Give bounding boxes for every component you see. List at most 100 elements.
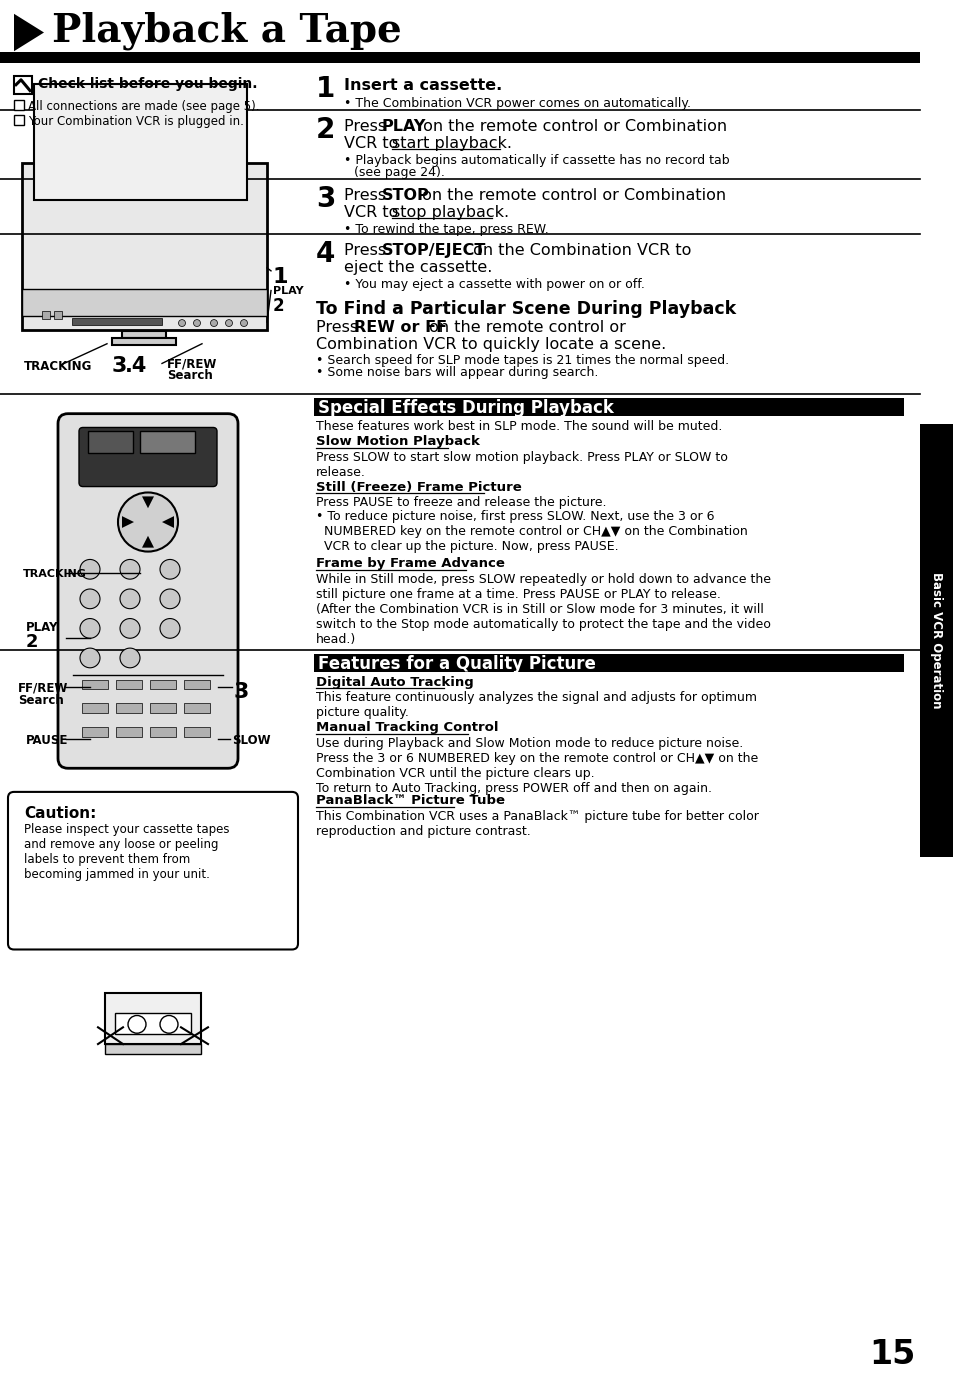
- Text: • Playback begins automatically if cassette has no record tab: • Playback begins automatically if casse…: [344, 154, 729, 166]
- FancyBboxPatch shape: [8, 791, 297, 949]
- Text: Check list before you begin.: Check list before you begin.: [38, 77, 257, 91]
- Bar: [54, 312, 62, 319]
- Text: PLAY: PLAY: [273, 286, 303, 295]
- Circle shape: [80, 589, 100, 609]
- Text: TRACKING: TRACKING: [23, 569, 87, 580]
- Text: Playback a Tape: Playback a Tape: [52, 12, 401, 51]
- Bar: [82, 703, 108, 713]
- Bar: [22, 162, 267, 330]
- Text: Search: Search: [18, 694, 64, 708]
- Polygon shape: [142, 496, 153, 508]
- Text: TRACKING: TRACKING: [24, 360, 92, 372]
- Text: PanaBlack™ Picture Tube: PanaBlack™ Picture Tube: [315, 794, 504, 807]
- Polygon shape: [122, 517, 133, 528]
- Circle shape: [120, 589, 140, 609]
- Circle shape: [240, 320, 247, 327]
- Bar: [116, 727, 142, 736]
- Text: 1: 1: [315, 74, 335, 103]
- Circle shape: [193, 320, 200, 327]
- Text: VCR to: VCR to: [344, 136, 403, 151]
- Text: To Find a Particular Scene During Playback: To Find a Particular Scene During Playba…: [315, 301, 736, 319]
- Bar: [150, 680, 175, 690]
- Text: Press: Press: [315, 320, 363, 335]
- Text: 4: 4: [315, 240, 335, 268]
- Text: Still (Freeze) Frame Picture: Still (Freeze) Frame Picture: [315, 481, 521, 493]
- Text: 2: 2: [315, 117, 335, 144]
- Bar: [14, 76, 32, 93]
- Circle shape: [160, 1015, 178, 1033]
- Bar: [122, 331, 166, 338]
- Circle shape: [225, 320, 233, 327]
- Circle shape: [160, 559, 180, 580]
- Circle shape: [80, 618, 100, 639]
- Bar: [184, 727, 210, 736]
- Text: PAUSE: PAUSE: [26, 734, 69, 747]
- Text: SLOW: SLOW: [232, 734, 271, 747]
- Text: STOP/EJECT: STOP/EJECT: [381, 243, 486, 258]
- Polygon shape: [14, 14, 44, 51]
- Text: Search: Search: [167, 370, 213, 382]
- Bar: [71, 319, 162, 326]
- Circle shape: [160, 589, 180, 609]
- Bar: [184, 680, 210, 690]
- Text: While in Still mode, press SLOW repeatedly or hold down to advance the
still pic: While in Still mode, press SLOW repeated…: [315, 573, 770, 602]
- Text: Press PAUSE to freeze and release the picture.: Press PAUSE to freeze and release the pi…: [315, 496, 606, 510]
- Circle shape: [128, 1015, 146, 1033]
- Text: FF/REW: FF/REW: [18, 682, 69, 695]
- Bar: [34, 84, 247, 201]
- Text: Caution:: Caution:: [24, 805, 96, 820]
- Text: 15: 15: [869, 1337, 915, 1370]
- Bar: [116, 680, 142, 690]
- Text: VCR to: VCR to: [344, 205, 403, 220]
- Text: FF/REW: FF/REW: [167, 357, 217, 371]
- FancyBboxPatch shape: [58, 414, 237, 768]
- Bar: [0, 52, 919, 63]
- Text: Combination VCR to quickly locate a scene.: Combination VCR to quickly locate a scen…: [315, 337, 665, 352]
- Text: 3: 3: [315, 185, 335, 213]
- Text: Manual Tracking Control: Manual Tracking Control: [315, 721, 498, 734]
- Text: Press SLOW to start slow motion playback. Press PLAY or SLOW to
release.: Press SLOW to start slow motion playback…: [315, 451, 727, 480]
- Text: REW or FF: REW or FF: [354, 320, 447, 335]
- Text: on the Combination VCR to: on the Combination VCR to: [468, 243, 691, 258]
- Bar: [42, 312, 50, 319]
- Text: start playback.: start playback.: [392, 136, 512, 151]
- Text: Frame by Frame Advance: Frame by Frame Advance: [315, 558, 504, 570]
- Circle shape: [80, 559, 100, 580]
- Text: Press: Press: [344, 120, 391, 135]
- Text: PLAY: PLAY: [26, 621, 58, 633]
- Bar: [82, 680, 108, 690]
- Text: Features for a Quality Picture: Features for a Quality Picture: [317, 655, 596, 673]
- Bar: [88, 431, 132, 453]
- Text: These features work best in SLP mode. The sound will be muted.: These features work best in SLP mode. Th…: [315, 419, 721, 433]
- Text: • The Combination VCR power comes on automatically.: • The Combination VCR power comes on aut…: [344, 96, 690, 110]
- Text: Slow Motion Playback: Slow Motion Playback: [315, 436, 479, 448]
- Text: on the remote control or: on the remote control or: [423, 320, 625, 335]
- Text: (see page 24).: (see page 24).: [354, 166, 444, 180]
- Bar: [105, 1044, 201, 1054]
- Bar: [140, 431, 194, 453]
- Text: eject the cassette.: eject the cassette.: [344, 260, 492, 275]
- Bar: [919, 423, 953, 857]
- Bar: [105, 993, 201, 1044]
- Text: 2: 2: [26, 633, 38, 651]
- Text: .4: .4: [125, 356, 147, 375]
- Bar: [115, 1013, 191, 1035]
- Text: All connections are made (see page 5).: All connections are made (see page 5).: [28, 100, 259, 114]
- Text: on the remote control or Combination: on the remote control or Combination: [417, 120, 726, 135]
- Circle shape: [80, 649, 100, 668]
- Polygon shape: [142, 536, 153, 548]
- Text: This Combination VCR uses a PanaBlack™ picture tube for better color
reproductio: This Combination VCR uses a PanaBlack™ p…: [315, 809, 758, 838]
- Text: 1: 1: [273, 267, 288, 287]
- Circle shape: [211, 320, 217, 327]
- Bar: [150, 703, 175, 713]
- Text: • Some noise bars will appear during search.: • Some noise bars will appear during sea…: [315, 367, 598, 379]
- Bar: [116, 703, 142, 713]
- Text: Press: Press: [344, 243, 391, 258]
- FancyBboxPatch shape: [79, 427, 216, 486]
- Circle shape: [120, 559, 140, 580]
- Text: Special Effects During Playback: Special Effects During Playback: [317, 398, 613, 416]
- Text: Insert a cassette.: Insert a cassette.: [344, 78, 501, 93]
- Text: 2: 2: [273, 297, 284, 316]
- Bar: [82, 727, 108, 736]
- Circle shape: [160, 618, 180, 639]
